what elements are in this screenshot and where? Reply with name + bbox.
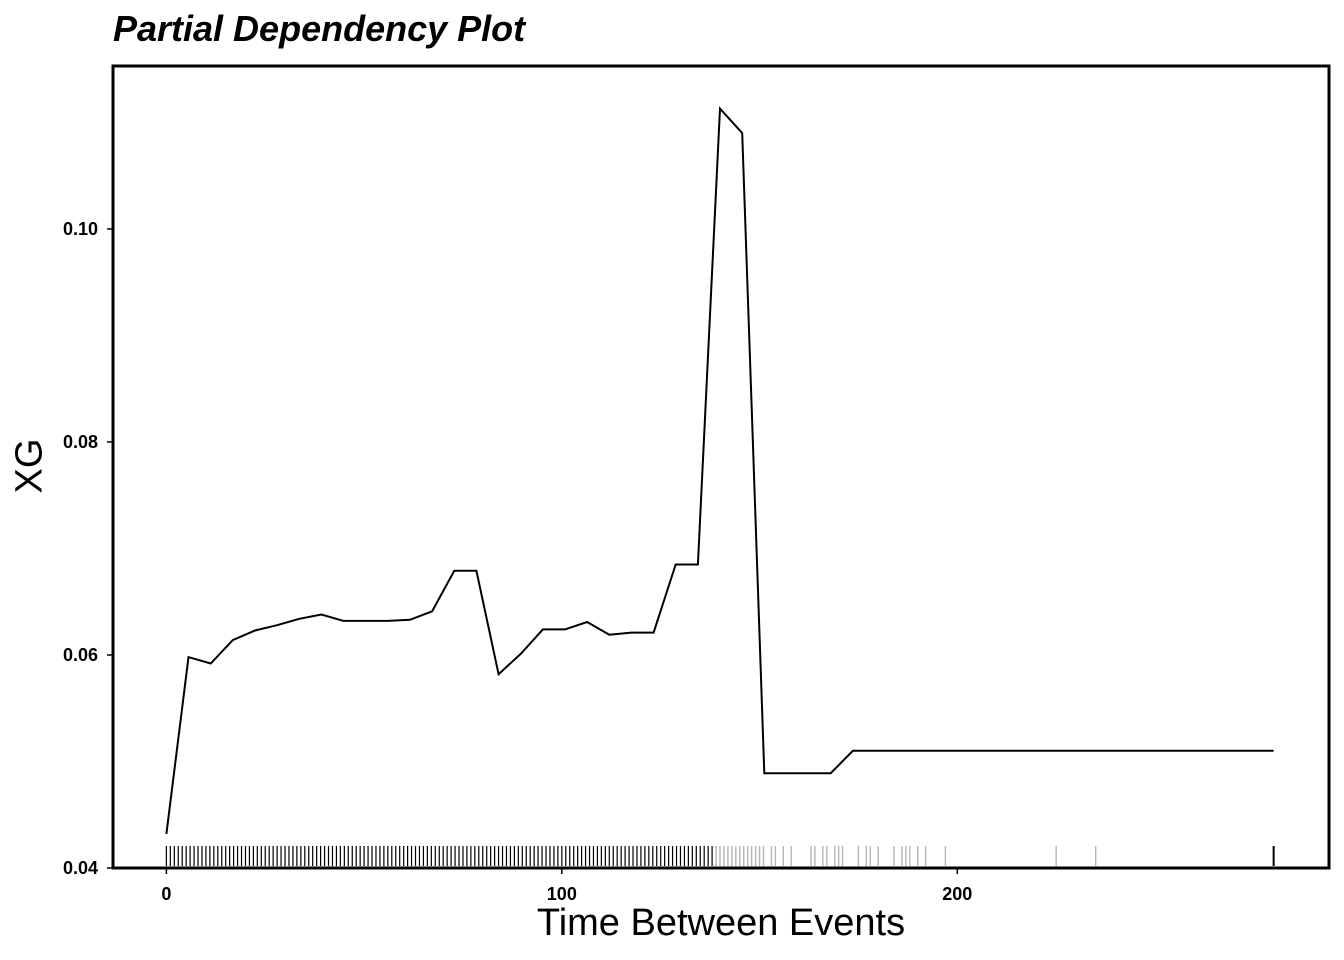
- x-tick-label: 100: [547, 884, 577, 904]
- y-tick-label: 0.10: [63, 219, 98, 239]
- x-axis-label: Time Between Events: [536, 902, 906, 944]
- y-tick-label: 0.08: [63, 432, 98, 452]
- y-axis-label: XG: [8, 438, 51, 494]
- y-tick-label: 0.04: [63, 858, 98, 878]
- series-line-0: [165, 106, 1274, 835]
- axis-layer: 0 100 200 0.04 0.06 0.08 0.10: [63, 219, 972, 904]
- line-layer: [165, 106, 1274, 835]
- chart-title: Partial Dependency Plot: [113, 8, 526, 49]
- x-tick-label: 0: [161, 884, 171, 904]
- x-tick-label: 200: [942, 884, 972, 904]
- rug-layer: [165, 846, 1275, 866]
- plot-frame: [111, 64, 1331, 870]
- y-tick-label: 0.06: [63, 645, 98, 665]
